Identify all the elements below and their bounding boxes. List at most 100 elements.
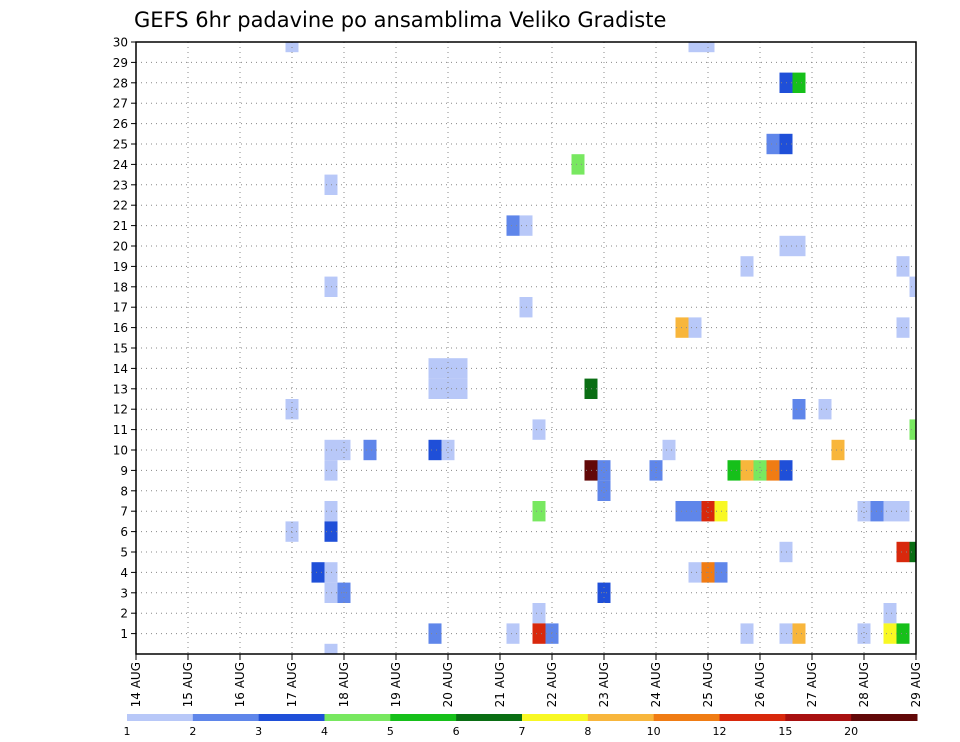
- x-tick-label: 26 AUG: [753, 662, 767, 707]
- heatmap-cell: [792, 235, 806, 257]
- x-tick-label: 17 AUG: [285, 662, 299, 707]
- heatmap-cell: [597, 460, 611, 481]
- y-tick-label: 9: [120, 464, 128, 478]
- y-tick-label: 16: [113, 321, 128, 335]
- y-tick-label: 13: [113, 382, 128, 396]
- x-axis-ticks: 14 AUG 15 AUG 16 AUG 17 AUG 18 AUG 19 AUG 20 A…: [129, 654, 923, 707]
- y-tick-label: 5: [120, 546, 128, 560]
- colorbar-swatch: [258, 714, 325, 721]
- y-tick-label: 27: [113, 97, 128, 111]
- colorbar-swatch: [851, 714, 918, 721]
- heatmap-cell: [701, 501, 715, 522]
- heatmap-cell: [766, 133, 780, 155]
- heatmap-cell: [727, 460, 741, 481]
- y-tick-label: 21: [113, 219, 128, 233]
- y-tick-label: 30: [113, 36, 128, 50]
- y-tick-label: 1: [120, 627, 128, 641]
- heatmap-cell: [883, 501, 897, 522]
- x-tick-label: 25 AUG: [701, 662, 715, 707]
- x-tick-label: 29 AUG: [909, 662, 923, 707]
- heatmap-cell: [428, 358, 442, 379]
- heatmap-cell: [428, 623, 442, 644]
- heatmap-cell: [571, 154, 585, 175]
- heatmap-cell: [896, 317, 910, 338]
- heatmap-cell: [896, 256, 910, 277]
- colorbar-swatch: [785, 714, 852, 721]
- heatmap-cell: [792, 399, 806, 420]
- heatmap-cell: [506, 215, 520, 236]
- y-axis-ticks: 1234567891011121314151617181920212223242…: [113, 36, 136, 641]
- y-tick-label: 14: [113, 362, 128, 376]
- y-tick-label: 17: [113, 301, 128, 315]
- y-tick-label: 15: [113, 342, 128, 356]
- y-tick-label: 11: [113, 423, 128, 437]
- heatmap-cell: [363, 439, 377, 461]
- y-tick-label: 25: [113, 138, 128, 152]
- x-tick-label: 14 AUG: [129, 662, 143, 707]
- heatmap-cell: [818, 399, 832, 420]
- heatmap-cell: [532, 603, 546, 624]
- heatmap-cell: [441, 378, 455, 399]
- heatmap-cell: [688, 317, 702, 338]
- heatmap-cell: [662, 439, 676, 461]
- colorbar-label: 6: [453, 725, 460, 738]
- x-tick-label: 19 AUG: [389, 662, 403, 707]
- colorbar-swatch: [522, 714, 589, 721]
- y-tick-label: 3: [120, 586, 128, 600]
- y-tick-label: 24: [113, 158, 128, 172]
- y-tick-label: 19: [113, 260, 128, 274]
- colorbar-label: 20: [844, 725, 858, 738]
- colorbar-label: 10: [647, 725, 661, 738]
- heatmap-cell: [532, 623, 546, 644]
- heatmap-cell: [688, 42, 702, 53]
- colorbar-swatch: [587, 714, 655, 721]
- colorbar-label: 12: [713, 725, 727, 738]
- y-tick-label: 26: [113, 117, 128, 131]
- y-tick-label: 7: [120, 505, 128, 519]
- colorbar-label: 5: [387, 725, 394, 738]
- colorbar-swatch: [127, 714, 194, 721]
- heatmap-cell: [896, 501, 910, 522]
- y-tick-label: 12: [113, 403, 128, 417]
- grid-lines: [136, 41, 916, 654]
- colorbar-swatch: [719, 714, 786, 721]
- colorbar-swatch: [390, 714, 457, 721]
- heatmap-cell: [883, 603, 897, 624]
- heatmap-cell: [857, 501, 871, 522]
- y-tick-label: 6: [120, 525, 128, 539]
- colorbar-swatch: [192, 714, 260, 721]
- heatmap-cell: [857, 623, 871, 644]
- colorbar-label: 1: [124, 725, 131, 738]
- chart-title: GEFS 6hr padavine po ansamblima Veliko G…: [134, 8, 666, 32]
- heatmap-cell: [337, 439, 351, 461]
- x-tick-label: 15 AUG: [181, 662, 195, 707]
- y-tick-label: 2: [120, 607, 128, 621]
- x-tick-label: 28 AUG: [857, 662, 871, 707]
- colorbar-label: 2: [189, 725, 196, 738]
- heatmap-cell: [896, 623, 910, 644]
- heatmap-cell: [688, 562, 702, 583]
- x-tick-label: 23 AUG: [597, 662, 611, 707]
- heatmap-cell: [311, 562, 325, 583]
- x-tick-label: 16 AUG: [233, 662, 247, 707]
- y-tick-label: 8: [120, 484, 128, 498]
- heatmap-cell: [909, 541, 916, 563]
- y-tick-label: 20: [113, 240, 128, 254]
- y-tick-label: 23: [113, 178, 128, 192]
- heatmap-cell: [324, 643, 338, 654]
- x-tick-label: 22 AUG: [545, 662, 559, 707]
- heatmap-cell: [441, 439, 455, 461]
- colorbar-legend: 1 2 3 4 5 6 7 8 10 12 15 20: [124, 714, 918, 738]
- y-tick-label: 18: [113, 280, 128, 294]
- x-tick-label: 20 AUG: [441, 662, 455, 707]
- heatmap-cell: [792, 72, 806, 93]
- x-tick-label: 24 AUG: [649, 662, 663, 707]
- heatmap-cell: [896, 541, 910, 563]
- y-tick-label: 22: [113, 199, 128, 213]
- colorbar-label: 4: [321, 725, 328, 738]
- heatmap-cell: [441, 358, 455, 379]
- heatmap-cell: [766, 460, 780, 481]
- heatmap-cell: [909, 419, 916, 440]
- colorbar-swatch: [456, 714, 523, 721]
